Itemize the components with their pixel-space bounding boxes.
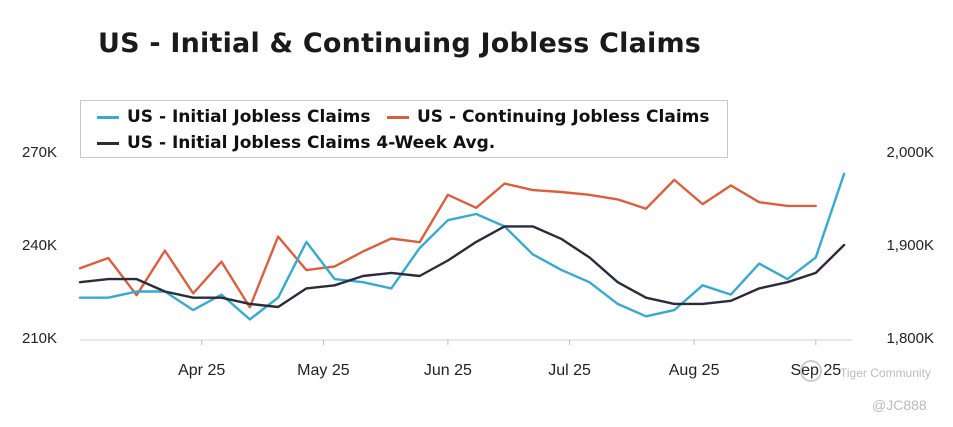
x-tick-label: Jun 25 <box>424 362 472 379</box>
x-tick-label: May 25 <box>297 362 350 379</box>
legend-label-avg: US - Initial Jobless Claims 4-Week Avg. <box>127 133 496 153</box>
legend-label-continuing: US - Continuing Jobless Claims <box>417 107 710 127</box>
series-line-us-initial-jobless-claims-4-week-avg <box>78 225 846 309</box>
x-tick-label: Jul 25 <box>548 362 591 379</box>
tiger-logo-icon <box>800 360 822 382</box>
y-left-tick-label: 270K <box>22 144 57 161</box>
x-tick-label: Aug 25 <box>669 362 720 379</box>
legend-item-continuing[interactable]: US - Continuing Jobless Claims <box>387 107 710 127</box>
y-right-tick-label: 2,000K <box>886 144 934 161</box>
legend: US - Initial Jobless Claims US - Continu… <box>80 100 728 158</box>
y-left-tick-label: 210K <box>22 330 57 347</box>
x-tick-label: Apr 25 <box>178 362 225 379</box>
y-right-tick-label: 1,900K <box>886 237 934 254</box>
watermark-brand: Tiger Community <box>840 366 931 380</box>
series-line-us-continuing-jobless-claims <box>78 178 817 309</box>
legend-label-initial: US - Initial Jobless Claims <box>127 107 371 127</box>
legend-swatch-continuing <box>387 115 409 119</box>
legend-swatch-avg <box>97 141 119 145</box>
watermark-user: @JC888 <box>872 397 927 413</box>
legend-item-initial[interactable]: US - Initial Jobless Claims <box>97 107 371 127</box>
legend-item-avg[interactable]: US - Initial Jobless Claims 4-Week Avg. <box>97 133 495 153</box>
y-right-tick-label: 1,800K <box>886 330 934 347</box>
legend-swatch-initial <box>97 115 119 119</box>
chart-title: US - Initial & Continuing Jobless Claims <box>98 28 702 59</box>
series-line-us-initial-jobless-claims <box>78 172 846 321</box>
y-left-tick-label: 240K <box>22 237 57 254</box>
